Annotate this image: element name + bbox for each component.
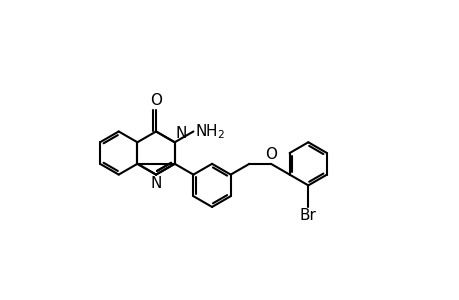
Text: O: O [150, 93, 162, 108]
Text: Br: Br [299, 208, 316, 224]
Text: NH$_2$: NH$_2$ [195, 122, 224, 141]
Text: O: O [264, 147, 276, 162]
Text: N: N [175, 127, 186, 142]
Text: N: N [150, 176, 162, 191]
